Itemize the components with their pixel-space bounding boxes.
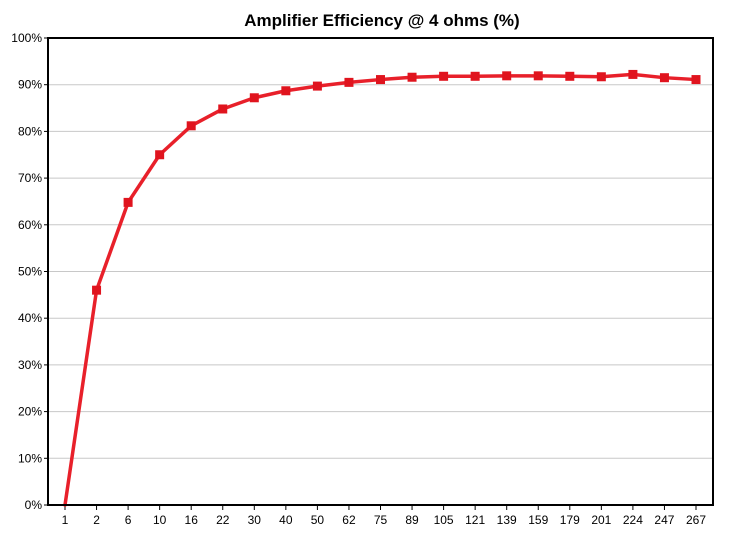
data-point bbox=[502, 71, 511, 80]
data-point bbox=[471, 72, 480, 81]
y-tick-label: 70% bbox=[18, 171, 42, 185]
data-point bbox=[344, 78, 353, 87]
data-point bbox=[313, 82, 322, 91]
data-point bbox=[92, 286, 101, 295]
data-point bbox=[376, 75, 385, 84]
x-tick-label: 105 bbox=[434, 513, 454, 527]
efficiency-chart: Amplifier Efficiency @ 4 ohms (%) 0% 10% 2… bbox=[0, 0, 731, 545]
x-tick-label: 139 bbox=[497, 513, 517, 527]
x-tick-label: 89 bbox=[405, 513, 419, 527]
chart: Amplifier Efficiency @ 4 ohms (%) 0% 10% 2… bbox=[0, 0, 731, 545]
x-tick-label: 267 bbox=[686, 513, 706, 527]
chart-title: Amplifier Efficiency @ 4 ohms (%) bbox=[244, 11, 519, 30]
x-tick-label: 10 bbox=[153, 513, 167, 527]
y-tick-label: 20% bbox=[18, 405, 42, 419]
data-point bbox=[250, 93, 259, 102]
y-tick-label: 100% bbox=[11, 31, 42, 45]
x-tick-label: 75 bbox=[374, 513, 388, 527]
x-tick-label: 159 bbox=[528, 513, 548, 527]
x-tick-label: 16 bbox=[185, 513, 199, 527]
data-point bbox=[155, 150, 164, 159]
data-point bbox=[660, 73, 669, 82]
data-point bbox=[187, 121, 196, 130]
x-tick-label: 1 bbox=[62, 513, 69, 527]
data-point bbox=[439, 72, 448, 81]
data-point bbox=[534, 71, 543, 80]
x-tick-label: 22 bbox=[216, 513, 230, 527]
data-point bbox=[281, 86, 290, 95]
x-tick-label: 62 bbox=[342, 513, 356, 527]
y-tick-label: 10% bbox=[18, 451, 42, 465]
x-tick-label: 6 bbox=[125, 513, 132, 527]
x-axis-ticks: 1 2 6 10 16 22 30 40 50 62 75 89 105 121 139 159 179 201 2… bbox=[62, 505, 707, 527]
x-tick-label: 247 bbox=[654, 513, 674, 527]
y-tick-label: 30% bbox=[18, 358, 42, 372]
y-tick-label: 40% bbox=[18, 311, 42, 325]
y-tick-label: 50% bbox=[18, 265, 42, 279]
x-tick-label: 40 bbox=[279, 513, 293, 527]
x-tick-label: 30 bbox=[248, 513, 262, 527]
x-tick-label: 201 bbox=[591, 513, 611, 527]
y-tick-label: 60% bbox=[18, 218, 42, 232]
x-tick-label: 121 bbox=[465, 513, 485, 527]
data-point bbox=[692, 75, 701, 84]
series-group bbox=[65, 70, 701, 505]
y-tick-label: 0% bbox=[25, 498, 43, 512]
y-axis-ticks: 0% 10% 20% 30% 40% 50% 60% 70% 80% 90% 100% bbox=[11, 31, 48, 512]
data-point bbox=[597, 72, 606, 81]
y-tick-label: 80% bbox=[18, 124, 42, 138]
data-point bbox=[408, 73, 417, 82]
gridlines bbox=[48, 85, 713, 459]
data-point bbox=[565, 72, 574, 81]
data-point bbox=[124, 198, 133, 207]
x-tick-label: 224 bbox=[623, 513, 643, 527]
x-tick-label: 179 bbox=[560, 513, 580, 527]
series-line bbox=[65, 74, 696, 505]
data-point bbox=[628, 70, 637, 79]
data-point bbox=[218, 104, 227, 113]
y-tick-label: 90% bbox=[18, 78, 42, 92]
x-tick-label: 50 bbox=[311, 513, 325, 527]
x-tick-label: 2 bbox=[93, 513, 100, 527]
